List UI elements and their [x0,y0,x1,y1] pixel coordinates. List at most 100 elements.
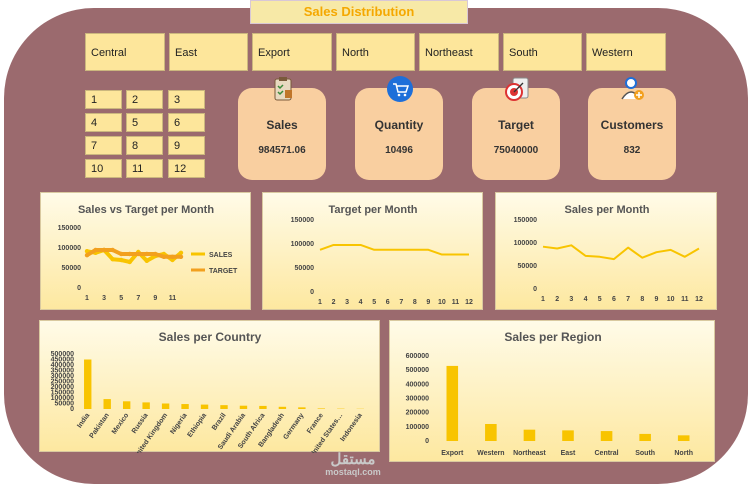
month-slicer-8[interactable]: 8 [126,136,163,155]
x-tick-label: India [76,412,91,429]
data-point [144,258,150,263]
x-tick-label: 2 [555,296,559,303]
x-tick-label: 4 [359,299,363,306]
x-tick-label: 11 [452,299,460,306]
bar [639,433,651,441]
y-tick-label: 300000 [51,373,74,380]
x-tick-label: 5 [372,299,376,306]
month-slicer-12[interactable]: 12 [168,159,205,178]
region-slicer-east[interactable]: East [169,33,248,71]
y-tick-label: 150000 [51,390,74,397]
x-tick-label: 4 [584,296,588,303]
data-point [118,251,124,257]
bar [600,431,613,441]
region-slicer-western[interactable]: Western [586,33,666,71]
month-slicer-10[interactable]: 10 [85,159,122,178]
kpi-card-target: Target 75040000 [472,77,560,180]
chart-target-per-month: Target per Month 0 50000 100000 150000 1 2 3 4 5 6… [262,192,483,310]
y-tick-label: 150000 [291,217,314,224]
region-slicer-central[interactable]: Central [85,33,165,71]
chart-title: Sales vs Target per Month [78,204,214,216]
bar [485,424,497,441]
x-tick-label: 12 [465,299,473,306]
chart-svg: Sales per Region 0 100000 200000 300000 40000… [406,330,693,457]
y-tick-label: 0 [70,406,74,413]
x-tick-label: East [561,450,576,457]
series-line-target [85,248,181,259]
y-tick-label: 100000 [406,424,429,431]
y-tick-label: 400000 [51,362,74,369]
chart-title: Sales per Region [504,330,601,344]
y-tick-label: 0 [533,286,537,293]
x-tick-label: 6 [386,299,390,306]
month-slicer-6[interactable]: 6 [168,113,205,132]
x-tick-label: 5 [119,295,123,302]
x-tick-label: 7 [136,295,140,302]
y-tick-label: 0 [425,438,429,445]
month-slicer-9[interactable]: 9 [168,136,205,155]
data-point [110,257,115,262]
y-tick-label: 150000 [58,225,81,232]
data-point [170,257,175,263]
y-tick-label: 50000 [518,263,538,270]
month-slicer-7[interactable]: 7 [85,136,122,155]
region-slicer-export[interactable]: Export [252,33,332,71]
y-tick-label: 0 [310,289,314,296]
region-slicer-northeast[interactable]: Northeast [419,33,499,71]
month-slicer-1[interactable]: 1 [85,90,122,109]
x-tick-label: France [306,412,325,435]
bar [103,399,111,409]
legend-label: SALES [209,252,233,259]
chart-sales-vs-target: Sales vs Target per Month 0 50000 100000 150… [40,192,251,310]
month-slicer-5[interactable]: 5 [126,113,163,132]
month-slicer-3[interactable]: 3 [168,90,205,109]
month-slicer-2[interactable]: 2 [126,90,163,109]
kpi-card-sales: Sales 984571.06 [238,77,326,180]
x-tick-label: 8 [640,296,644,303]
bar [298,407,306,409]
month-slicer-4[interactable]: 4 [85,113,122,132]
bar [142,402,150,409]
bar [200,404,209,409]
bar [259,405,267,409]
x-tick-label: 5 [598,296,602,303]
x-tick-label: Brazil [211,412,228,432]
region-slicer-south[interactable]: South [503,33,582,71]
x-tick-label: 1 [318,299,322,306]
kpi-label: Customers [600,118,664,132]
y-tick-label: 200000 [51,384,74,391]
clipboard-icon [274,77,292,101]
y-tick-label: 100000 [291,241,314,248]
x-tick-label: Northeast [513,450,546,457]
y-tick-label: 50000 [55,401,75,408]
x-tick-label: 11 [169,295,177,302]
cart-icon [387,76,413,102]
data-point [127,251,132,257]
data-point [136,251,141,257]
data-point [161,254,167,259]
user-add-icon [621,77,644,100]
x-tick-label: 1 [85,295,89,302]
bar [161,403,170,409]
x-tick-label: 8 [413,299,417,306]
y-tick-label: 450000 [51,357,74,364]
y-tick-label: 100000 [514,240,537,247]
series-line-line [319,243,469,256]
x-tick-label: Nigeria [169,412,188,436]
data-point [118,257,124,263]
bar [181,404,189,409]
y-tick-label: 50000 [295,265,315,272]
x-tick-label: Export [441,450,464,457]
month-slicer-11[interactable]: 11 [126,159,163,178]
target-icon [505,77,529,101]
x-tick-label: 9 [426,299,430,306]
bar [84,359,92,409]
x-tick-label: South [635,450,655,457]
y-tick-label: 500000 [51,351,74,358]
x-tick-label: Russia [131,412,150,435]
y-tick-label: 50000 [62,265,82,272]
region-slicer-north[interactable]: North [336,33,415,71]
x-tick-label: 11 [681,296,689,303]
x-tick-label: 9 [655,296,659,303]
